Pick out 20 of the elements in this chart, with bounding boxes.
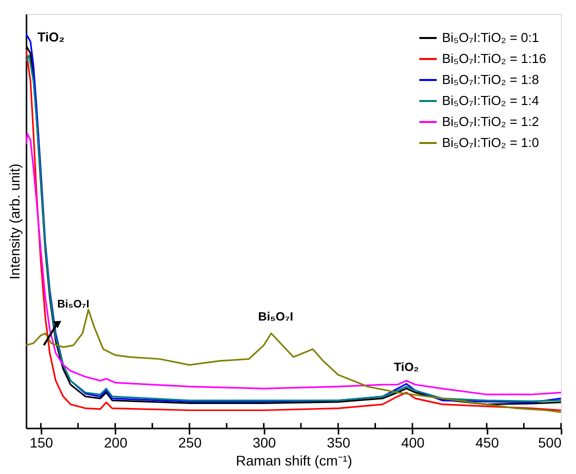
x-axis-title: Raman shift (cm⁻¹) xyxy=(236,452,352,468)
x-tick-label: 150 xyxy=(30,434,54,450)
annotation: Bi₅O₇I xyxy=(258,309,294,324)
x-tick-label: 250 xyxy=(178,434,202,450)
annotation: Bi₅O₇I xyxy=(57,298,90,311)
legend-label: Bi₅O₇I:TiO₂ = 1:2 xyxy=(442,114,539,129)
x-tick-label: 450 xyxy=(476,434,500,450)
annotation: TiO₂ xyxy=(37,30,65,45)
x-tick-label: 400 xyxy=(401,434,425,450)
y-axis-title: Intensity (arb. unit) xyxy=(6,164,22,280)
annotation: TiO₂ xyxy=(394,360,420,374)
x-tick-label: 500 xyxy=(538,434,562,450)
x-tick-label: 300 xyxy=(252,434,276,450)
legend-label: Bi₅O₇I:TiO₂ = 1:4 xyxy=(442,93,539,108)
x-tick-label: 350 xyxy=(326,434,350,450)
legend-label: Bi₅O₇I:TiO₂ = 1:16 xyxy=(442,51,546,66)
legend-label: Bi₅O₇I:TiO₂ = 0:1 xyxy=(442,30,539,45)
x-tick-label: 200 xyxy=(104,434,128,450)
legend-label: Bi₅O₇I:TiO₂ = 1:8 xyxy=(442,72,539,87)
legend-label: Bi₅O₇I:TiO₂ = 1:0 xyxy=(442,135,539,150)
